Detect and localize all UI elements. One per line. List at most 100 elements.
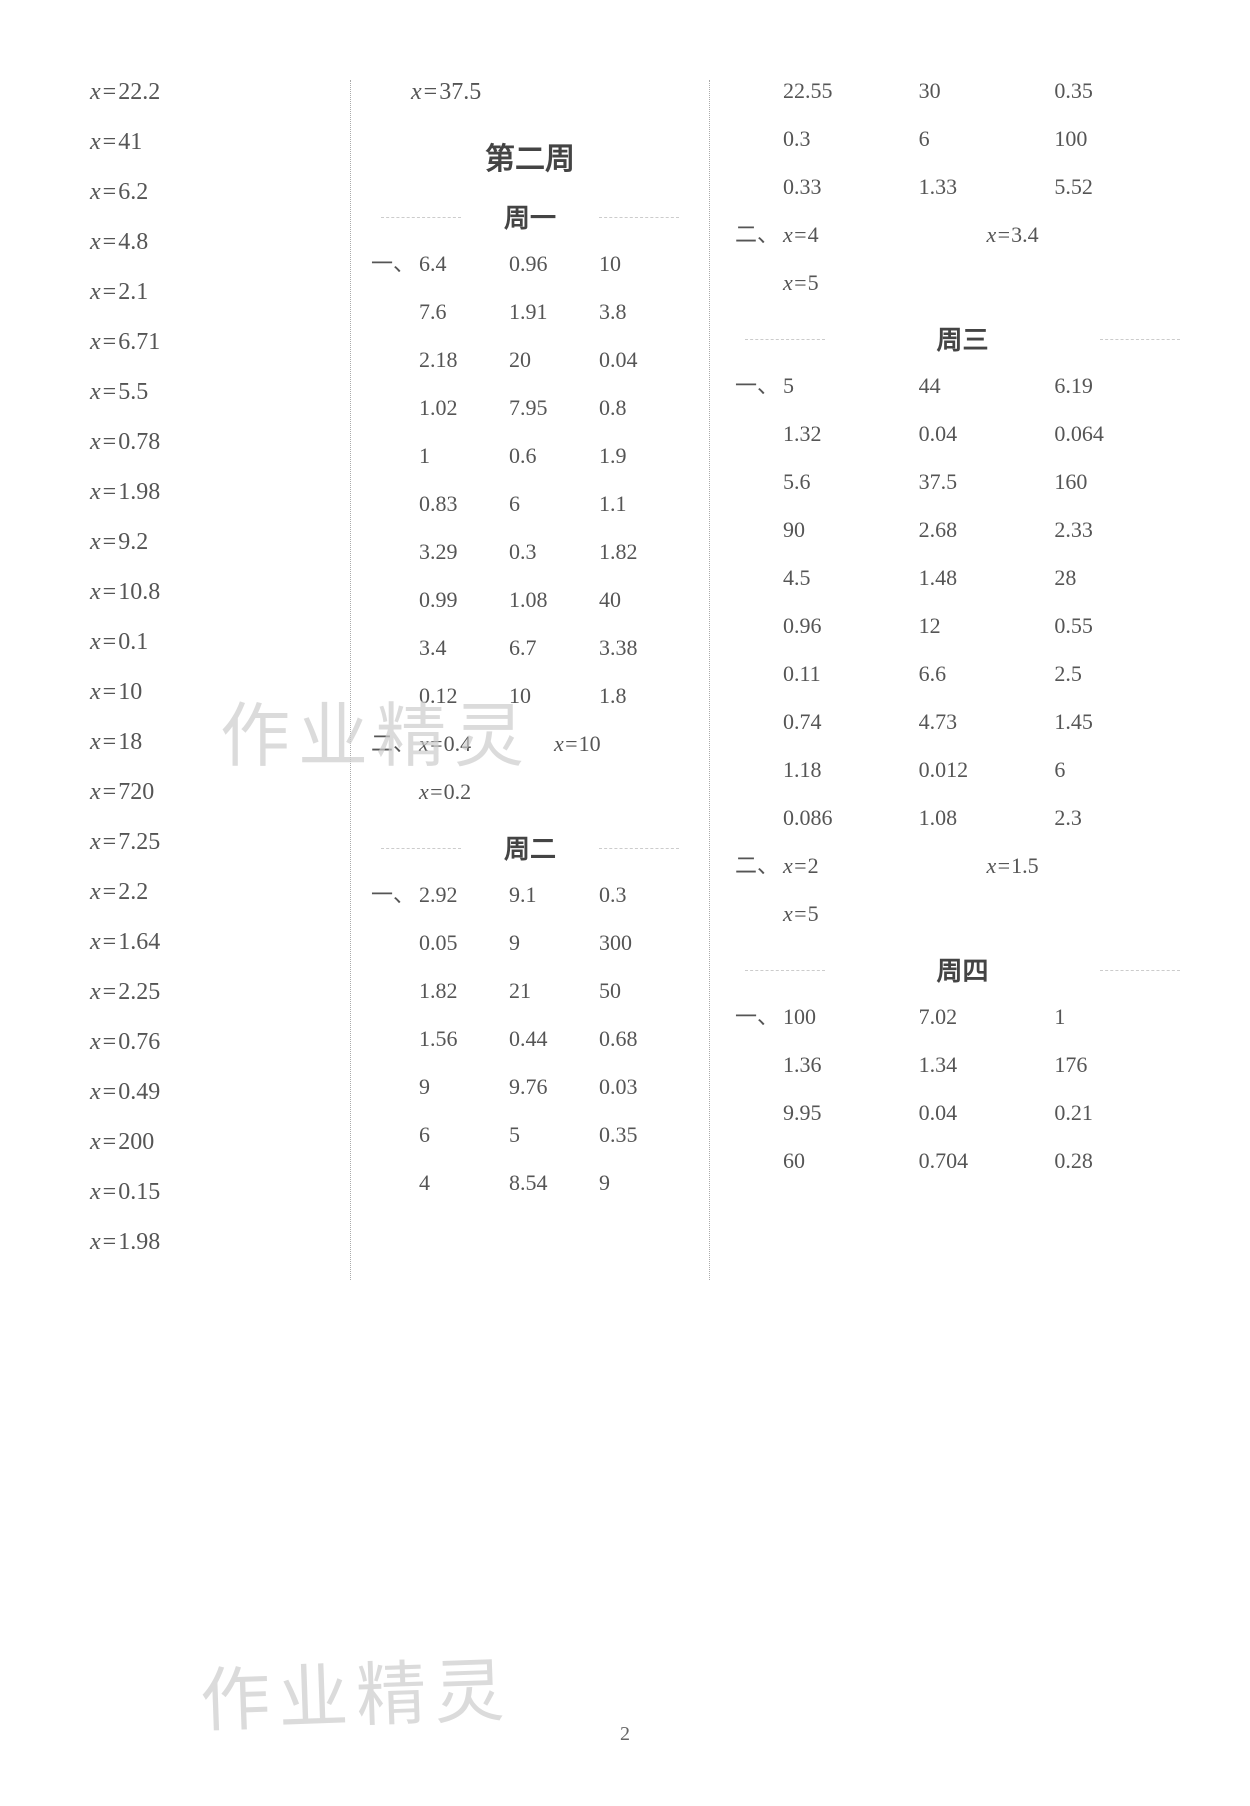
- value-cell: 60: [783, 1150, 919, 1172]
- equation: x=0.15: [90, 1180, 350, 1204]
- equation: x=3.4: [987, 224, 1191, 246]
- value-cell: 1.9: [599, 445, 689, 467]
- equation: x=720: [90, 780, 350, 804]
- value-row: 一、 6.4 0.96 10: [371, 253, 689, 275]
- value-row: 4.51.4828: [735, 567, 1190, 589]
- value-cell: 0.28: [1054, 1150, 1190, 1172]
- value-row: 0.8361.1: [371, 493, 689, 515]
- value-cell: 2.5: [1054, 663, 1190, 685]
- value-cell: 0.064: [1054, 423, 1190, 445]
- equation: x=2.1: [90, 280, 350, 304]
- value-cell: 3.38: [599, 637, 689, 659]
- value-cell: 0.03: [599, 1076, 689, 1098]
- value-cell: 5: [509, 1124, 599, 1146]
- value-cell: 6: [419, 1124, 509, 1146]
- value-cell: 0.8: [599, 397, 689, 419]
- value-cell: 6: [1054, 759, 1190, 781]
- value-cell: 0.44: [509, 1028, 599, 1050]
- day-title: 周一: [371, 198, 689, 235]
- equation: x=2.25: [90, 980, 350, 1004]
- value-cell: 0.3: [509, 541, 599, 563]
- section-label: 二、: [735, 855, 783, 877]
- value-cell: 40: [599, 589, 689, 611]
- value-cell: 1.48: [919, 567, 1055, 589]
- value-row: 0.36100: [735, 128, 1190, 150]
- value-cell: 1.8: [599, 685, 689, 707]
- value-cell: 176: [1054, 1054, 1190, 1076]
- value-cell: 9.95: [783, 1102, 919, 1124]
- value-cell: 0.11: [783, 663, 919, 685]
- value-row: 0.12101.8: [371, 685, 689, 707]
- value-row: 0.96120.55: [735, 615, 1190, 637]
- value-row: 48.549: [371, 1172, 689, 1194]
- value-cell: 0.04: [919, 423, 1055, 445]
- value-cell: 1.32: [783, 423, 919, 445]
- value-cell: 9: [599, 1172, 689, 1194]
- equation: x=0.4: [419, 733, 554, 755]
- value-cell: 9.76: [509, 1076, 599, 1098]
- column-1: x=22.2 x=41 x=6.2 x=4.8 x=2.1 x=6.71 x=5…: [90, 80, 350, 1280]
- value-cell: 21: [509, 980, 599, 1002]
- value-cell: 1.08: [509, 589, 599, 611]
- equation: x=6.71: [90, 330, 350, 354]
- page-number: 2: [620, 1723, 630, 1746]
- value-row: 1.361.34176: [735, 1054, 1190, 1076]
- value-cell: 0.33: [783, 176, 919, 198]
- value-cell: 0.704: [919, 1150, 1055, 1172]
- equation: x=4: [783, 224, 987, 246]
- equation: x=5.5: [90, 380, 350, 404]
- value-cell: 1.34: [919, 1054, 1055, 1076]
- value-cell: 0.05: [419, 932, 509, 954]
- section-label: 一、: [735, 1006, 783, 1028]
- equation: x=7.25: [90, 830, 350, 854]
- value-cell: 0.35: [599, 1124, 689, 1146]
- equation: x=0.1: [90, 630, 350, 654]
- value-row: 0.744.731.45: [735, 711, 1190, 733]
- value-cell: 5: [783, 375, 919, 397]
- value-cell: 50: [599, 980, 689, 1002]
- value-row: 9.950.040.21: [735, 1102, 1190, 1124]
- equation: x=0.49: [90, 1080, 350, 1104]
- value-cell: 6: [509, 493, 599, 515]
- value-cell: 0.086: [783, 807, 919, 829]
- week-title: 第二周: [371, 134, 689, 178]
- value-cell: 1.82: [599, 541, 689, 563]
- value-cell: 0.04: [599, 349, 689, 371]
- value-row: 一、5446.19: [735, 375, 1190, 397]
- value-cell: 5.6: [783, 471, 919, 493]
- equation: x=1.98: [90, 1230, 350, 1254]
- value-cell: 0.6: [509, 445, 599, 467]
- value-cell: 3.29: [419, 541, 509, 563]
- value-cell: 0.96: [783, 615, 919, 637]
- value-cell: 1.33: [919, 176, 1055, 198]
- equation: x=41: [90, 130, 350, 154]
- value-cell: 12: [919, 615, 1055, 637]
- value-cell: 0.74: [783, 711, 919, 733]
- equation: x=5: [735, 903, 1190, 925]
- value-row: 0.0861.082.3: [735, 807, 1190, 829]
- value-cell: 0.3: [783, 128, 919, 150]
- day-title: 周四: [735, 951, 1190, 988]
- value-cell: 1.45: [1054, 711, 1190, 733]
- value-cell: 0.21: [1054, 1102, 1190, 1124]
- value-row: 99.760.03: [371, 1076, 689, 1098]
- value-cell: 6.6: [919, 663, 1055, 685]
- section-label: 一、: [735, 375, 783, 397]
- value-cell: 0.04: [919, 1102, 1055, 1124]
- value-cell: 1.02: [419, 397, 509, 419]
- value-cell: 28: [1054, 567, 1190, 589]
- value-cell: 5.52: [1054, 176, 1190, 198]
- equation: x=1.64: [90, 930, 350, 954]
- value-cell: 1.82: [419, 980, 509, 1002]
- value-cell: 0.68: [599, 1028, 689, 1050]
- value-row: 0.991.0840: [371, 589, 689, 611]
- value-cell: 22.55: [783, 80, 919, 102]
- value-cell: 0.55: [1054, 615, 1190, 637]
- value-row: 1.027.950.8: [371, 397, 689, 419]
- equation: x=1.98: [90, 480, 350, 504]
- equation: x=4.8: [90, 230, 350, 254]
- equation: x=5: [735, 272, 1190, 294]
- value-cell: 2.92: [419, 884, 509, 906]
- value-cell: 3.4: [419, 637, 509, 659]
- value-cell: 8.54: [509, 1172, 599, 1194]
